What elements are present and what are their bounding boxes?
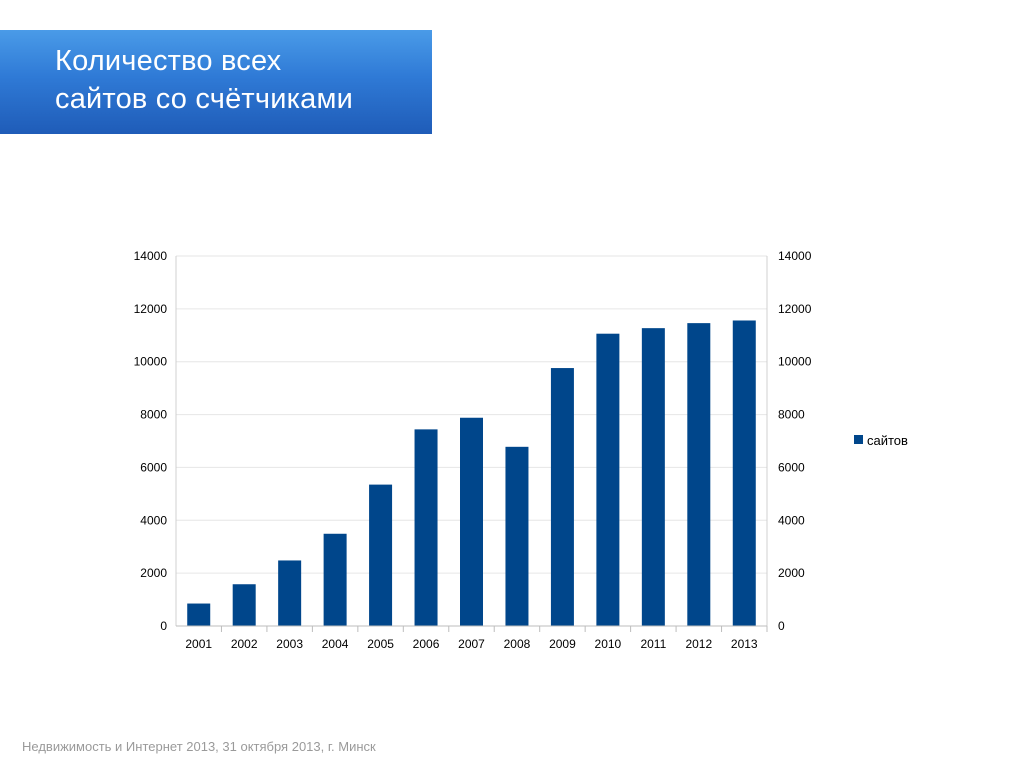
legend-swatch — [854, 435, 863, 444]
x-tick-label: 2002 — [231, 637, 258, 651]
axes — [175, 256, 768, 632]
bar — [641, 328, 665, 626]
slide-title: Количество всех сайтов со счётчиками — [55, 42, 353, 118]
x-tick-label: 2007 — [458, 637, 485, 651]
y-tick-label-right: 10000 — [778, 355, 812, 369]
bar — [414, 429, 438, 626]
y-tick-label-left: 2000 — [140, 566, 167, 580]
x-tick-label: 2010 — [595, 637, 622, 651]
bars — [187, 320, 756, 626]
y-tick-label-right: 8000 — [778, 408, 805, 422]
slide-title-line-2: сайтов со счётчиками — [55, 83, 353, 115]
y-tick-label-right: 12000 — [778, 302, 812, 316]
x-tick-label: 2006 — [413, 637, 440, 651]
y-tick-label-left: 6000 — [140, 460, 167, 474]
y-axis-right-ticks: 0 2000 4000 6000 8000 10000 12000 14000 — [778, 249, 812, 633]
slide-title-line-1: Количество всех — [55, 45, 282, 77]
y-tick-label-left: 10000 — [134, 355, 168, 369]
legend-label: сайтов — [867, 433, 908, 448]
bar — [596, 333, 620, 626]
title-banner: Количество всех сайтов со счётчиками — [0, 30, 432, 134]
y-tick-label-right: 6000 — [778, 460, 805, 474]
x-tick-label: 2004 — [322, 637, 349, 651]
x-tick-label: 2011 — [640, 637, 666, 651]
bar-chart: 0 2000 4000 6000 8000 10000 12000 14000 0 2000 40… — [134, 249, 908, 651]
bar — [187, 603, 211, 626]
y-tick-label-right: 2000 — [778, 566, 805, 580]
y-tick-label-left: 4000 — [140, 513, 167, 527]
bar — [278, 560, 302, 626]
bar — [460, 417, 483, 626]
x-tick-label: 2003 — [276, 637, 303, 651]
y-tick-label-left: 12000 — [134, 302, 168, 316]
bar — [550, 368, 574, 626]
y-axis-left-ticks: 0 2000 4000 6000 8000 10000 12000 14000 — [134, 249, 168, 633]
gridlines — [176, 255, 767, 574]
bar — [505, 446, 529, 626]
bar — [369, 484, 393, 626]
x-tick-label: 2012 — [685, 637, 712, 651]
bar — [732, 320, 756, 626]
x-tick-label: 2009 — [549, 637, 576, 651]
slide-footer: Недвижимость и Интернет 2013, 31 октября… — [22, 739, 376, 754]
x-tick-label: 2008 — [504, 637, 531, 651]
x-axis-ticks: 2001 2002 2003 2004 2005 2006 2007 2008 2009 2010… — [185, 637, 758, 651]
y-tick-label-left: 8000 — [140, 408, 167, 422]
legend: сайтов — [854, 433, 908, 448]
bar — [323, 533, 347, 626]
x-tick-label: 2001 — [185, 637, 212, 651]
bar — [232, 584, 256, 626]
y-tick-label-left: 0 — [160, 619, 167, 633]
bar — [687, 323, 711, 626]
y-tick-label-right: 0 — [778, 619, 785, 633]
y-tick-label-left: 14000 — [134, 249, 168, 263]
y-tick-label-right: 4000 — [778, 513, 805, 527]
x-tick-label: 2013 — [731, 637, 758, 651]
x-tick-label: 2005 — [367, 637, 394, 651]
y-tick-label-right: 14000 — [778, 249, 812, 263]
